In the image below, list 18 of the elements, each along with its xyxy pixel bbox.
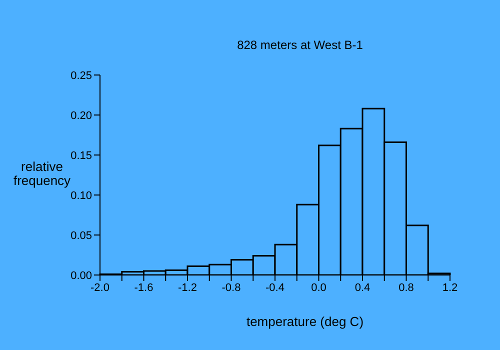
x-axis-title: temperature (deg C) — [245, 314, 365, 329]
x-tick-label: 0.8 — [398, 282, 414, 294]
x-tick-label: -2.0 — [90, 282, 110, 294]
y-tick-label: 0.00 — [70, 270, 92, 282]
x-tick-label: -1.6 — [134, 282, 154, 294]
x-tick-label: -0.8 — [222, 282, 241, 294]
x-tick-label: -0.4 — [266, 282, 284, 294]
chart-title: 828 meters at West B-1 — [236, 38, 364, 52]
y-tick-label: 0.15 — [70, 150, 92, 162]
x-tick-label: -1.2 — [178, 282, 197, 294]
y-tick-label: 0.05 — [70, 230, 92, 242]
y-tick-label: 0.25 — [70, 70, 92, 82]
x-tick-label: 0.0 — [311, 282, 326, 294]
y-tick-label: 0.10 — [70, 190, 92, 202]
y-tick-label: 0.20 — [70, 110, 92, 122]
y-axis-title: relative frequency — [12, 159, 71, 188]
x-tick-label: 0.4 — [354, 282, 370, 294]
x-tick-label: 1.2 — [442, 282, 458, 294]
